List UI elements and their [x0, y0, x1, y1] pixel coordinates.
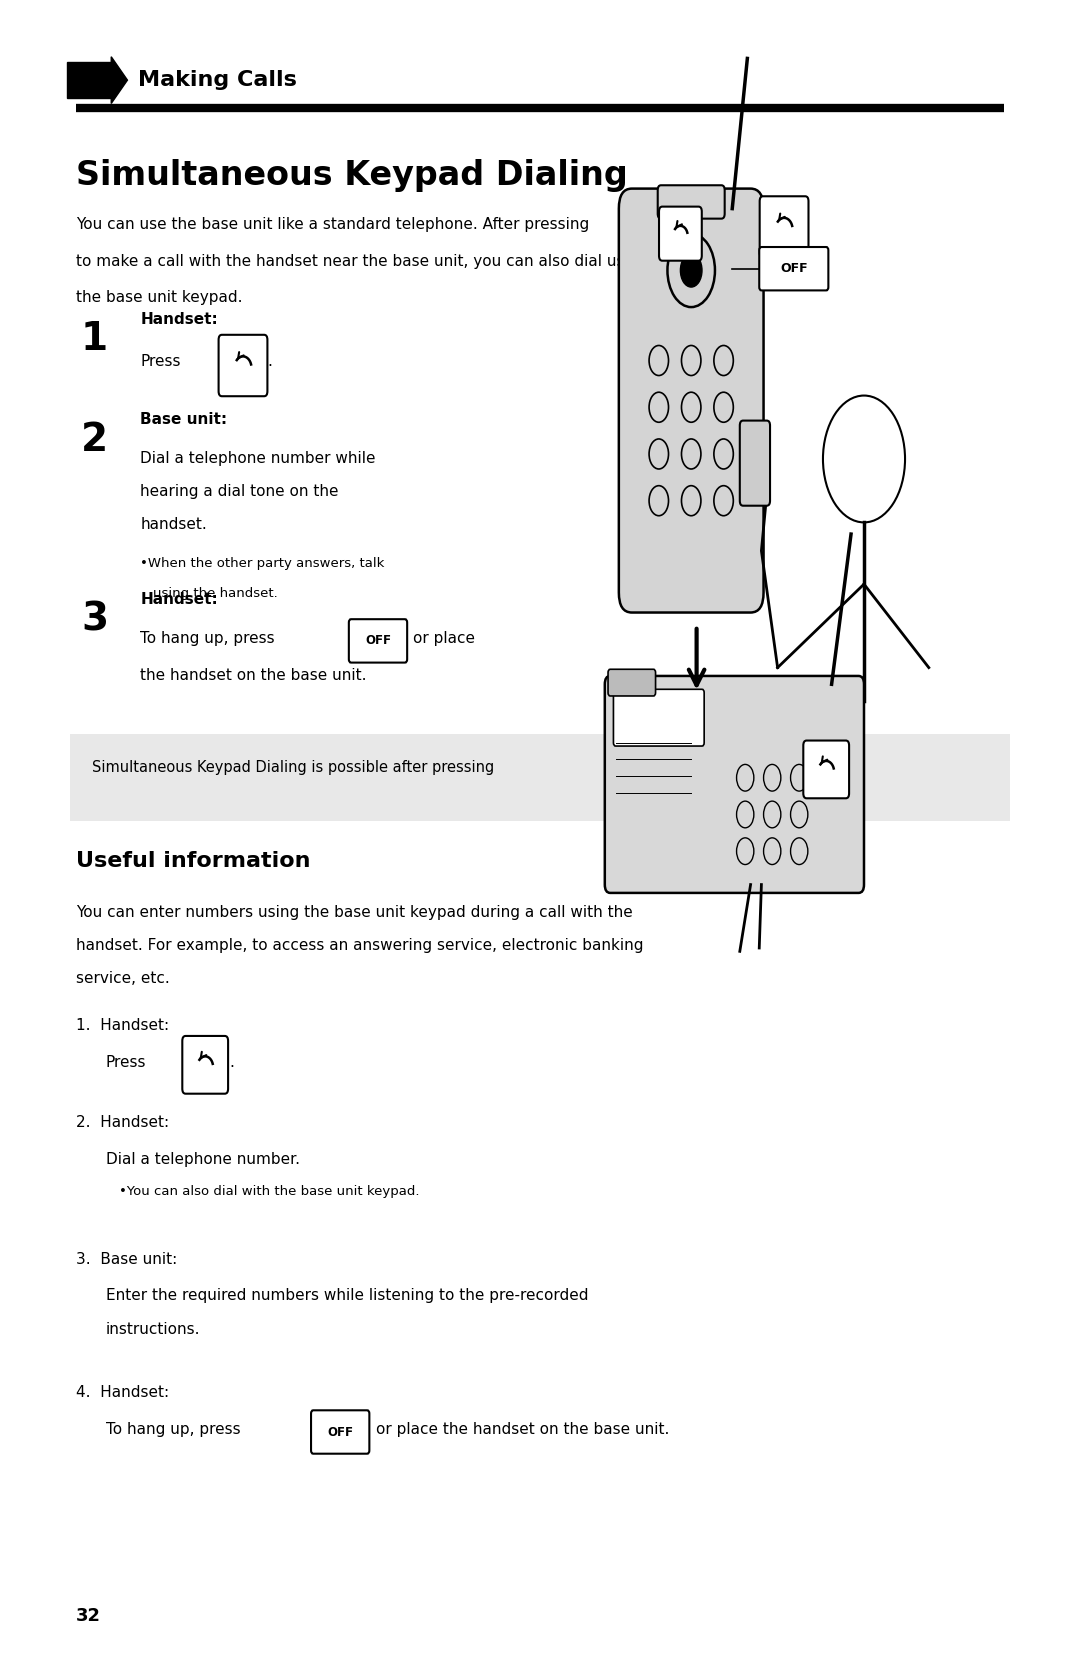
Text: service, etc.: service, etc.	[76, 971, 170, 986]
Text: OFF: OFF	[780, 262, 808, 275]
Text: instructions.: instructions.	[106, 1322, 201, 1337]
Text: •You can also dial with the base unit keypad.: •You can also dial with the base unit ke…	[119, 1185, 419, 1198]
Text: the base unit keypad.: the base unit keypad.	[76, 290, 242, 305]
Text: Handset:: Handset:	[140, 312, 218, 327]
Polygon shape	[111, 57, 127, 103]
Polygon shape	[67, 62, 111, 98]
Text: .: .	[268, 354, 273, 369]
Text: Useful information: Useful information	[76, 851, 310, 871]
FancyBboxPatch shape	[70, 734, 1010, 821]
Text: 32: 32	[76, 1607, 100, 1624]
Text: 3.  Base unit:: 3. Base unit:	[76, 1252, 177, 1267]
Text: Simultaneous Keypad Dialing: Simultaneous Keypad Dialing	[76, 159, 627, 192]
FancyBboxPatch shape	[218, 335, 268, 396]
Text: or place: or place	[413, 631, 474, 646]
Text: the handset on the base unit.: the handset on the base unit.	[140, 668, 367, 683]
Text: Making Calls: Making Calls	[138, 70, 297, 90]
Text: handset.: handset.	[140, 517, 207, 532]
Text: OFF: OFF	[365, 634, 391, 648]
Text: 3: 3	[81, 601, 108, 639]
Text: Press: Press	[106, 1055, 147, 1070]
Text: Base unit:: Base unit:	[140, 412, 228, 427]
Text: You can enter numbers using the base unit keypad during a call with the: You can enter numbers using the base uni…	[76, 905, 633, 920]
Text: or place the handset on the base unit.: or place the handset on the base unit.	[376, 1422, 670, 1437]
FancyBboxPatch shape	[349, 619, 407, 663]
Text: hearing a dial tone on the: hearing a dial tone on the	[140, 484, 339, 499]
Text: Press: Press	[140, 354, 181, 369]
Text: 2: 2	[81, 421, 108, 459]
Text: To hang up, press: To hang up, press	[106, 1422, 241, 1437]
FancyBboxPatch shape	[605, 676, 864, 893]
Text: Dial a telephone number.: Dial a telephone number.	[106, 1152, 300, 1167]
Text: OFF: OFF	[327, 1425, 353, 1439]
Circle shape	[680, 254, 702, 287]
Text: 1.  Handset:: 1. Handset:	[76, 1018, 168, 1033]
FancyBboxPatch shape	[759, 247, 828, 290]
FancyBboxPatch shape	[759, 197, 809, 257]
Text: 2.  Handset:: 2. Handset:	[76, 1115, 168, 1130]
Text: .: .	[229, 1055, 234, 1070]
FancyBboxPatch shape	[608, 669, 656, 696]
FancyBboxPatch shape	[311, 1410, 369, 1454]
Text: To hang up, press: To hang up, press	[140, 631, 275, 646]
Text: using the handset.: using the handset.	[153, 587, 279, 601]
Text: You can use the base unit like a standard telephone. After pressing: You can use the base unit like a standar…	[76, 217, 589, 232]
FancyBboxPatch shape	[804, 741, 849, 798]
FancyBboxPatch shape	[183, 1036, 228, 1093]
Text: Dial a telephone number while: Dial a telephone number while	[140, 451, 376, 466]
Text: •When the other party answers, talk: •When the other party answers, talk	[140, 557, 384, 571]
Text: Simultaneous Keypad Dialing is possible after pressing: Simultaneous Keypad Dialing is possible …	[92, 761, 494, 774]
Text: Enter the required numbers while listening to the pre-recorded: Enter the required numbers while listeni…	[106, 1288, 589, 1303]
Text: 4.  Handset:: 4. Handset:	[76, 1385, 168, 1400]
Text: handset. For example, to access an answering service, electronic banking: handset. For example, to access an answe…	[76, 938, 643, 953]
Text: 1: 1	[81, 320, 108, 359]
Text: to make a call with the handset near the base unit, you can also dial using: to make a call with the handset near the…	[76, 254, 648, 269]
FancyBboxPatch shape	[613, 689, 704, 746]
Text: Handset:: Handset:	[140, 592, 218, 608]
FancyBboxPatch shape	[740, 421, 770, 506]
FancyBboxPatch shape	[658, 185, 725, 219]
FancyBboxPatch shape	[619, 189, 764, 613]
Text: .: .	[851, 761, 855, 774]
FancyBboxPatch shape	[659, 207, 702, 260]
